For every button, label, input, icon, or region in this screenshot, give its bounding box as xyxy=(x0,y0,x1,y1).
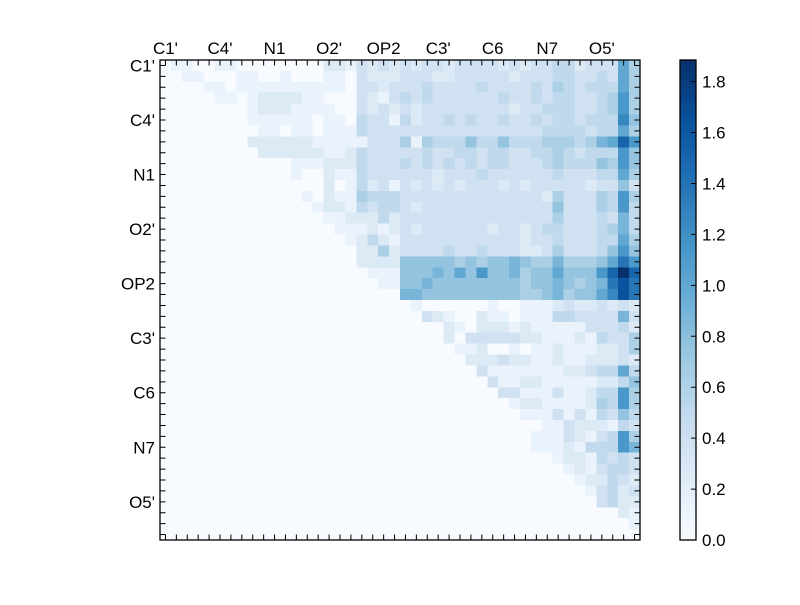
svg-text:OP2: OP2 xyxy=(367,39,401,58)
svg-text:C1': C1' xyxy=(130,56,155,75)
svg-text:OP2: OP2 xyxy=(121,275,155,294)
svg-text:O5': O5' xyxy=(589,39,615,58)
svg-text:1.4: 1.4 xyxy=(702,175,726,194)
svg-text:C3': C3' xyxy=(426,39,451,58)
svg-text:0.4: 0.4 xyxy=(702,429,726,448)
svg-text:1.0: 1.0 xyxy=(702,276,726,295)
svg-text:N7: N7 xyxy=(536,39,558,58)
svg-text:O2': O2' xyxy=(316,39,342,58)
svg-text:0.6: 0.6 xyxy=(702,378,726,397)
svg-text:0.0: 0.0 xyxy=(702,531,726,550)
svg-text:N1: N1 xyxy=(264,39,286,58)
svg-text:1.6: 1.6 xyxy=(702,124,726,143)
svg-text:0.2: 0.2 xyxy=(702,480,726,499)
svg-text:0.8: 0.8 xyxy=(702,327,726,346)
svg-text:C1': C1' xyxy=(153,39,178,58)
svg-text:N1: N1 xyxy=(133,166,155,185)
svg-text:1.8: 1.8 xyxy=(702,73,726,92)
svg-text:C4': C4' xyxy=(130,111,155,130)
svg-text:C6: C6 xyxy=(133,384,155,403)
svg-text:1.2: 1.2 xyxy=(702,225,726,244)
svg-text:C4': C4' xyxy=(208,39,233,58)
svg-text:O5': O5' xyxy=(129,493,155,512)
svg-text:N7: N7 xyxy=(133,438,155,457)
svg-text:O2': O2' xyxy=(129,220,155,239)
svg-text:C3': C3' xyxy=(130,329,155,348)
svg-text:C6: C6 xyxy=(482,39,504,58)
